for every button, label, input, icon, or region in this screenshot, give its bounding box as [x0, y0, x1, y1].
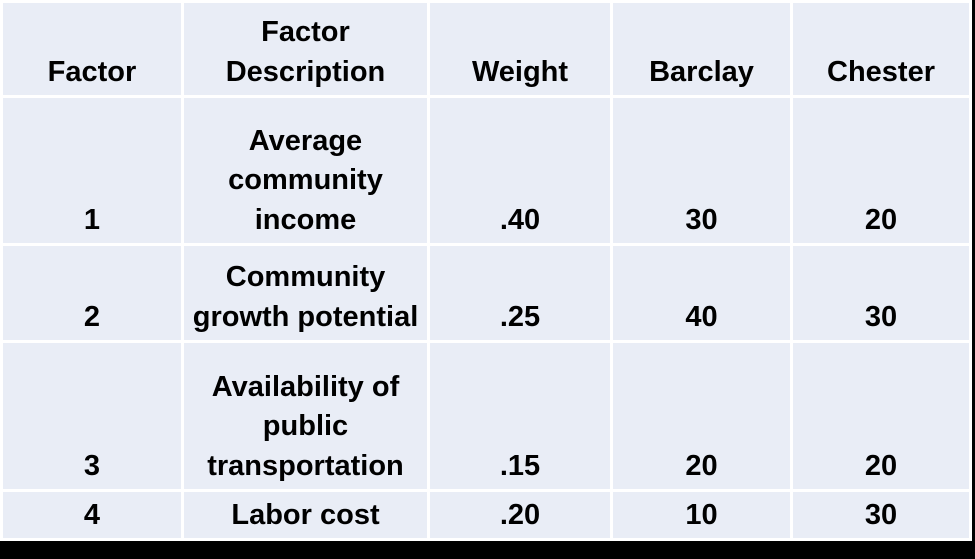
cell-description: Community growth potential	[184, 246, 427, 340]
header-cell-factor: Factor	[3, 3, 181, 95]
cell-chester-score: 20	[793, 343, 969, 489]
cell-barclay-score: 10	[613, 492, 790, 538]
cell-weight: .25	[430, 246, 610, 340]
table-row: 4 Labor cost .20 10 30	[3, 492, 969, 538]
cell-factor: 1	[3, 98, 181, 243]
factor-rating-table: Factor Factor Description Weight Barclay…	[0, 0, 972, 541]
table-row: 1 Average community income .40 30 20	[3, 98, 969, 243]
header-cell-chester: Chester	[793, 3, 969, 95]
cell-description: Average community income	[184, 98, 427, 243]
cell-factor: 2	[3, 246, 181, 340]
cell-chester-score: 30	[793, 246, 969, 340]
cell-barclay-score: 30	[613, 98, 790, 243]
cell-weight: .15	[430, 343, 610, 489]
cell-weight: .40	[430, 98, 610, 243]
cell-weight: .20	[430, 492, 610, 538]
cell-description: Labor cost	[184, 492, 427, 538]
header-cell-barclay: Barclay	[613, 3, 790, 95]
cell-chester-score: 20	[793, 98, 969, 243]
header-cell-description: Factor Description	[184, 3, 427, 95]
cell-factor: 4	[3, 492, 181, 538]
cell-chester-score: 30	[793, 492, 969, 538]
table-row: 3 Availability of public transportation …	[3, 343, 969, 489]
cell-barclay-score: 40	[613, 246, 790, 340]
bottom-black-bar	[0, 541, 975, 559]
cell-description: Availability of public transportation	[184, 343, 427, 489]
table-header-row: Factor Factor Description Weight Barclay…	[3, 3, 969, 95]
cell-factor: 3	[3, 343, 181, 489]
header-cell-weight: Weight	[430, 3, 610, 95]
cell-barclay-score: 20	[613, 343, 790, 489]
table-row: 2 Community growth potential .25 40 30	[3, 246, 969, 340]
